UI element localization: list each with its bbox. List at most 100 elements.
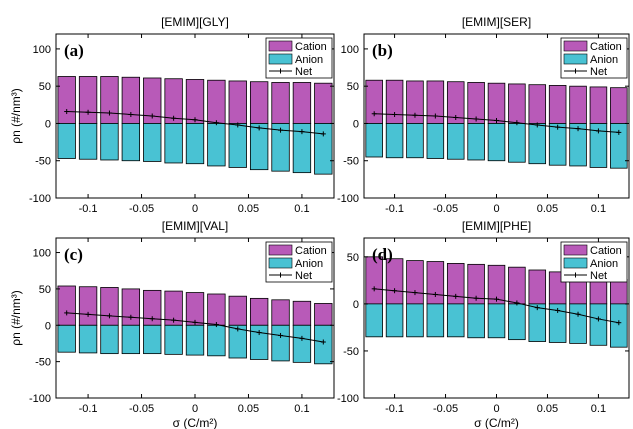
x-tick-label: 0.05 xyxy=(537,403,558,415)
y-tick-label: 50 xyxy=(39,81,51,93)
x-axis-label: σ (C/m²) xyxy=(173,416,218,429)
net-point xyxy=(453,114,459,120)
cation-bar xyxy=(78,76,98,124)
x-tick-label: -0.05 xyxy=(129,403,154,415)
y-tick-label: -100 xyxy=(337,393,359,405)
x-axis-label: σ (C/m²) xyxy=(474,416,519,429)
cation-bar xyxy=(185,79,205,124)
cation-bar xyxy=(249,81,269,124)
net-point xyxy=(473,295,479,301)
x-tick-label: -0.1 xyxy=(385,203,404,215)
anion-bar xyxy=(207,324,226,357)
anion-bar xyxy=(121,123,141,162)
net-point xyxy=(392,112,398,118)
anion-bar xyxy=(467,303,485,339)
anion-bar xyxy=(185,123,205,165)
cation-bar xyxy=(314,303,333,326)
net-point xyxy=(392,288,398,294)
anion-bar xyxy=(121,324,141,355)
net-point xyxy=(128,314,134,320)
x-tick-label: -0.1 xyxy=(385,403,404,415)
anion-bar xyxy=(314,324,333,365)
anion-bar xyxy=(528,123,547,165)
net-point xyxy=(432,113,438,119)
net-point xyxy=(575,311,581,317)
cation-bar xyxy=(207,79,226,124)
panel-title: [EMIM][SER] xyxy=(462,15,531,29)
anion-bar xyxy=(385,303,404,338)
cation-bar xyxy=(528,269,547,305)
cation-bar xyxy=(121,288,141,326)
net-point xyxy=(85,109,91,115)
net-point xyxy=(412,290,418,296)
anion-bar xyxy=(164,324,183,355)
x-tick-label: 0.1 xyxy=(294,403,309,415)
anion-bar xyxy=(271,324,290,362)
cation-bar xyxy=(100,287,119,326)
net-point xyxy=(213,120,219,126)
net-point xyxy=(256,125,262,131)
legend-swatch-anion xyxy=(268,257,293,269)
cation-bar xyxy=(610,87,628,124)
y-tick-label: -50 xyxy=(343,346,359,358)
net-point xyxy=(412,112,418,118)
legend-label: Anion xyxy=(590,54,618,66)
x-tick-label: 0.1 xyxy=(294,203,309,215)
cation-bar xyxy=(249,297,269,326)
cation-bar xyxy=(487,82,506,124)
y-tick-label: 50 xyxy=(347,81,359,93)
legend-swatch-cation xyxy=(268,40,293,52)
anion-bar xyxy=(78,123,98,160)
anion-bar xyxy=(292,324,312,363)
net-point xyxy=(64,109,70,115)
y-axis-label: ρn (#/nm³) xyxy=(9,290,23,346)
y-tick-label: 0 xyxy=(353,299,359,311)
anion-bar xyxy=(292,123,312,174)
net-point xyxy=(494,296,499,302)
y-tick-label: 0 xyxy=(353,118,359,130)
anion-bar xyxy=(508,303,526,341)
anion-bar xyxy=(610,123,628,169)
cation-bar xyxy=(610,279,628,305)
panel-letter: (b) xyxy=(372,41,393,60)
x-tick-label: 0 xyxy=(493,403,499,415)
panel-title: [EMIM][VAL] xyxy=(162,219,228,233)
anion-bar xyxy=(228,324,247,359)
anion-bar xyxy=(100,324,119,355)
anion-bar xyxy=(164,123,183,164)
net-point xyxy=(432,291,438,297)
x-tick-label: 0.1 xyxy=(591,403,606,415)
panel-title: [EMIM][GLY] xyxy=(161,15,229,29)
anion-bar xyxy=(185,324,205,356)
anion-bar xyxy=(406,123,424,159)
net-point xyxy=(85,311,91,317)
net-point xyxy=(299,335,305,341)
legend-label: Cation xyxy=(590,245,622,257)
legend-swatch-anion xyxy=(268,53,293,65)
anion-bar xyxy=(271,123,290,172)
cation-bar xyxy=(548,85,567,124)
net-point xyxy=(106,110,112,116)
y-tick-label: -50 xyxy=(343,156,359,168)
x-tick-label: 0 xyxy=(192,403,198,415)
legend-swatch-cation xyxy=(563,244,588,256)
cation-bar xyxy=(426,261,445,305)
anion-bar xyxy=(228,123,247,168)
panel-letter: (c) xyxy=(64,245,83,264)
cation-bar xyxy=(78,286,98,326)
net-point xyxy=(371,286,377,292)
y-tick-label: -50 xyxy=(35,357,51,369)
net-point xyxy=(149,316,155,322)
anion-bar xyxy=(508,123,526,163)
net-point xyxy=(235,326,241,332)
panel-letter: (d) xyxy=(372,245,393,264)
x-tick-label: -0.1 xyxy=(79,403,98,415)
legend-swatch-anion xyxy=(563,53,588,65)
net-point xyxy=(575,126,581,132)
net-point xyxy=(106,313,112,319)
anion-bar xyxy=(249,123,269,171)
net-point xyxy=(299,129,305,135)
anion-bar xyxy=(57,123,76,159)
net-point xyxy=(128,112,134,118)
